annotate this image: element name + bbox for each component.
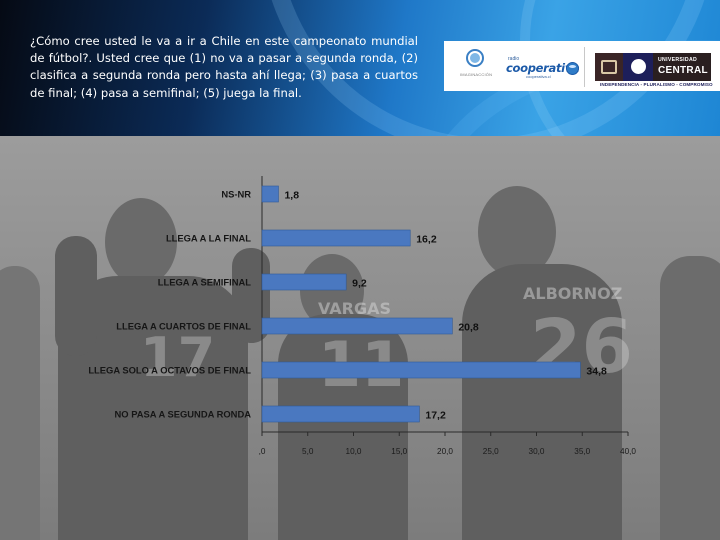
category-label: LLEGA A SEMIFINAL xyxy=(158,277,251,288)
category-label: LLEGA A CUARTOS DE FINAL xyxy=(116,321,251,332)
radio-word: radio xyxy=(508,56,520,62)
bar-value-label: 1,8 xyxy=(284,190,299,202)
bar xyxy=(261,361,581,379)
bar xyxy=(261,185,279,203)
imaginaccion-wordmark: IMAGINACCIÓN xyxy=(460,72,493,77)
category-label: LLEGA SOLO A OCTAVOS DE FINAL xyxy=(88,365,251,376)
bar-value-label: 17,2 xyxy=(425,410,446,422)
universidad-central-emblem-icon xyxy=(595,53,623,81)
cooperativa-url: cooperativa.cl xyxy=(526,74,551,79)
x-tick-label: 15,0 xyxy=(391,447,407,456)
header-banner: ¿Cómo cree usted le va a ir a Chile en e… xyxy=(0,0,720,136)
logos-strip: IMAGINACCIÓN radio cooperativa cooperati… xyxy=(444,41,720,91)
cooperativa-logo: radio cooperativa cooperativa.cl xyxy=(506,56,580,80)
bar-value-label: 34,8 xyxy=(586,366,607,378)
category-label: LLEGA A LA FINAL xyxy=(166,233,251,244)
bar-value-label: 16,2 xyxy=(416,234,437,246)
bar xyxy=(261,405,420,423)
cooperativa-wordmark: cooperativa xyxy=(506,61,580,75)
bar-value-label: 9,2 xyxy=(352,278,367,290)
bar xyxy=(261,229,411,247)
player-left-head xyxy=(105,198,177,286)
player-left-raised-hand xyxy=(55,236,97,356)
x-tick-label: 25,0 xyxy=(483,447,499,456)
background-photo: 17 VARGAS 11 ALBORNOZ 26 xyxy=(0,136,720,540)
bar xyxy=(261,273,347,291)
background-player-far-left xyxy=(0,266,40,540)
player-right-body xyxy=(462,264,622,540)
universidad-motto: INDEPENDENCIA - PLURALISMO - COMPROMISO xyxy=(600,82,713,87)
cooperativa-ball-icon xyxy=(566,62,579,75)
x-tick-label: 10,0 xyxy=(346,447,362,456)
imaginaccion-emblem-core xyxy=(470,53,480,63)
x-tick-label: 5,0 xyxy=(302,447,314,456)
logo-divider xyxy=(584,47,585,87)
category-label: NS-NR xyxy=(221,189,251,200)
bar-value-label: 20,8 xyxy=(458,322,479,334)
x-tick-label: 20,0 xyxy=(437,447,453,456)
player-middle-body xyxy=(278,314,408,540)
central-label: CENTRAL xyxy=(658,65,708,76)
jersey-name-right: ALBORNOZ xyxy=(523,284,623,303)
universidad-label: UNIVERSIDAD xyxy=(658,57,698,63)
background-player-far-right xyxy=(660,256,720,540)
x-tick-label: 30,0 xyxy=(529,447,545,456)
jersey-name-middle: VARGAS xyxy=(318,299,392,318)
universidad-central-circle-icon xyxy=(631,59,646,74)
x-tick-label: 40,0 xyxy=(620,447,636,456)
x-tick-label: ,0 xyxy=(259,447,266,456)
player-right-head xyxy=(478,186,556,278)
category-label: NO PASA A SEGUNDA RONDA xyxy=(115,409,252,420)
jersey-number-left: 17 xyxy=(140,326,216,389)
bar xyxy=(261,317,453,335)
imaginaccion-logo: IMAGINACCIÓN xyxy=(460,47,493,83)
x-tick-label: 35,0 xyxy=(574,447,590,456)
chart-plot-area: ,0 5,0 10,0 15,0 20,0 25,0 30,0 35,0 40,0 NS-NR 1,… xyxy=(88,176,636,456)
survey-question: ¿Cómo cree usted le va a ir a Chile en e… xyxy=(30,34,418,100)
imaginaccion-emblem-icon xyxy=(466,49,484,67)
universidad-central-name-panel xyxy=(653,53,711,81)
